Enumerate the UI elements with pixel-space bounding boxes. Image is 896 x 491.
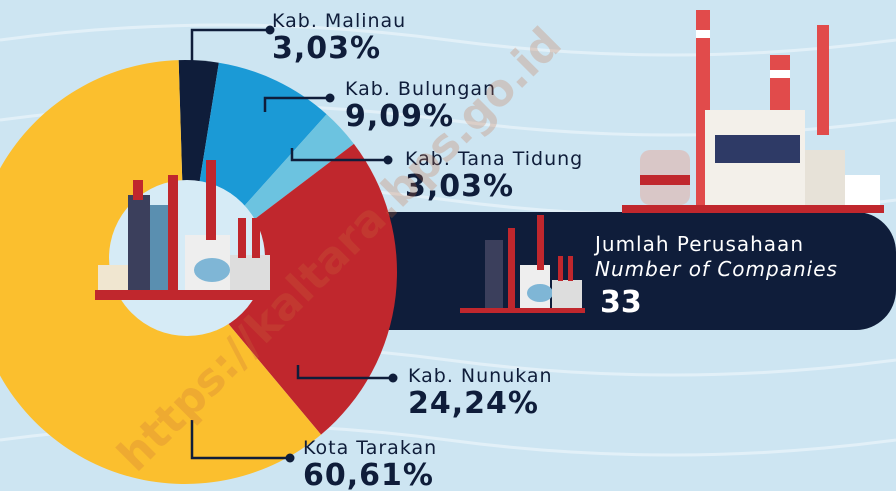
value-label: 3,03% — [272, 31, 381, 66]
category-label: Kota Tarakan — [303, 437, 437, 459]
callout-line — [190, 28, 270, 62]
category-label: Kab. Malinau — [272, 10, 406, 32]
value-label: 9,09% — [345, 99, 454, 134]
value-label: 3,03% — [405, 169, 514, 204]
callout-dot — [388, 373, 398, 383]
callout-dot — [285, 453, 295, 463]
value-label: 60,61% — [303, 458, 434, 491]
callout-line — [263, 96, 330, 112]
callout-line — [290, 148, 388, 162]
callout-line — [296, 365, 393, 380]
callout-dot — [383, 155, 393, 165]
callout-line — [190, 420, 290, 460]
callout-dot — [325, 93, 335, 103]
category-label: Kab. Nunukan — [408, 365, 553, 387]
value-label: 24,24% — [408, 386, 539, 421]
callout-dot — [265, 25, 275, 35]
summary-label: Jumlah Perusahaan — [593, 232, 804, 256]
category-label: Kab. Tana Tidung — [405, 148, 583, 170]
pie-slice — [185, 143, 398, 435]
factory-illustration — [622, 10, 884, 213]
summary-label-en: Number of Companies — [595, 257, 838, 281]
banner-factory-icon — [460, 215, 585, 313]
summary-value: 33 — [600, 285, 642, 320]
category-label: Kab. Bulungan — [345, 78, 496, 100]
factory-icon — [95, 160, 275, 300]
